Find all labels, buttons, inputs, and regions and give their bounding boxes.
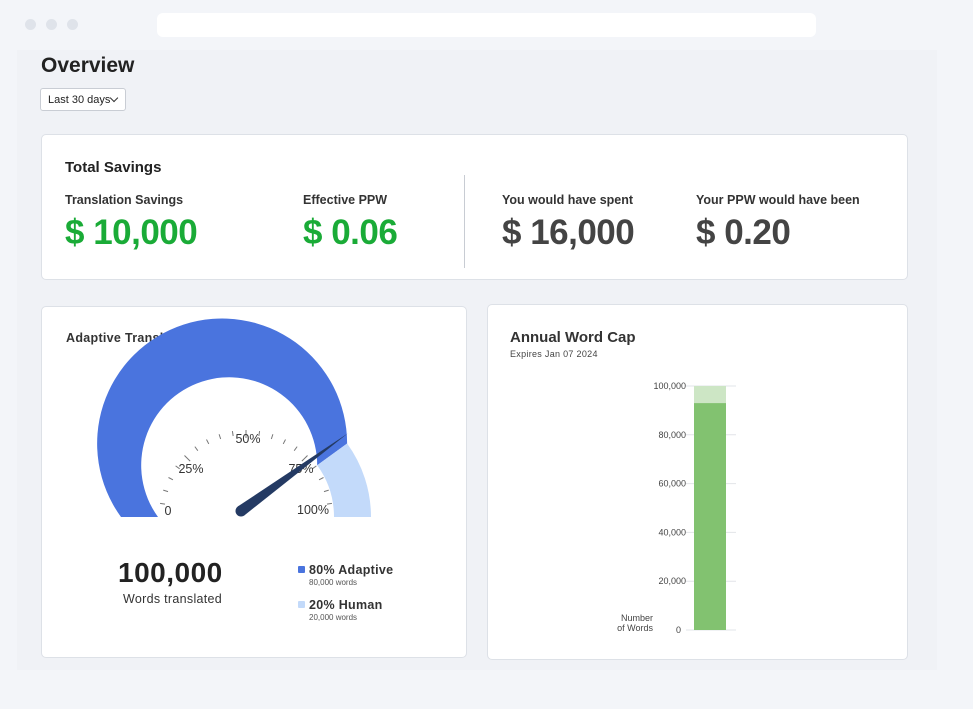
metric-label: Your PPW would have been xyxy=(696,193,860,207)
gauge-tick xyxy=(218,434,222,440)
date-range-dropdown[interactable]: Last 30 days xyxy=(40,88,126,111)
gauge-tick xyxy=(258,430,261,437)
gauge-tick xyxy=(318,477,324,481)
gauge-tick xyxy=(194,446,199,451)
gauge-human-band xyxy=(317,443,371,517)
gauge-tick xyxy=(270,434,274,440)
gauge-tick xyxy=(175,465,180,470)
gauge-chart: 025%50%75%100% xyxy=(97,318,371,518)
bar-used xyxy=(694,403,726,630)
gauge-tick xyxy=(301,455,308,462)
metric-value: $ 10,000 xyxy=(65,213,198,252)
metric-value: $ 0.06 xyxy=(303,213,398,252)
gauge-tick xyxy=(323,489,329,493)
gauge-tick xyxy=(282,439,286,445)
y-tick-label: 60,000 xyxy=(658,479,686,489)
annual-word-cap-card: Annual Word Cap Expires Jan 07 2024 0 20,… xyxy=(487,304,908,660)
total-words-value: 100,000 xyxy=(118,557,223,588)
savings-divider xyxy=(464,175,465,268)
address-bar[interactable] xyxy=(157,13,816,37)
adaptive-translation-card: Adaptive Translation Value 025%50%75%100… xyxy=(41,306,467,658)
metric-value: $ 0.20 xyxy=(696,213,791,252)
page-title: Overview xyxy=(41,54,135,77)
gauge-tick xyxy=(231,430,234,437)
y-tick-label: 0 xyxy=(676,625,681,635)
y-axis-label: of Words xyxy=(617,623,653,633)
gauge-tick xyxy=(159,502,166,505)
y-tick-label: 40,000 xyxy=(658,527,686,537)
window-chrome xyxy=(0,0,973,48)
legend-swatch xyxy=(298,601,305,608)
gauge-tick xyxy=(168,477,174,481)
metric-translation-savings: Translation Savings $ 10,000 xyxy=(65,193,198,253)
metric-label: Translation Savings xyxy=(65,193,184,207)
total-words-label: Words translated xyxy=(123,592,223,606)
gauge-tick xyxy=(326,502,333,505)
gauge-tick xyxy=(293,446,298,451)
gauge-tick-label: 50% xyxy=(235,432,260,446)
word-cap-chart: 0 20,000 40,000 60,000 80,000 100,000 Numberof… xyxy=(617,381,736,635)
chevron-down-icon xyxy=(109,93,119,103)
gauge-tick xyxy=(312,465,317,470)
window-minimize-dot[interactable] xyxy=(46,19,57,30)
gauge-tick-label: 100% xyxy=(297,503,329,517)
metric-would-have-ppw: Your PPW would have been $ 0.20 xyxy=(696,193,860,253)
word-cap-title: Annual Word Cap xyxy=(510,329,636,346)
y-tick-label: 100,000 xyxy=(653,381,686,391)
y-axis-label: Number xyxy=(621,613,653,623)
legend-sub: 80,000 words xyxy=(309,578,358,587)
window-maximize-dot[interactable] xyxy=(67,19,78,30)
bar-remaining xyxy=(694,386,726,404)
metric-value: $ 16,000 xyxy=(502,213,635,252)
y-tick-label: 80,000 xyxy=(658,430,686,440)
gauge-tick xyxy=(184,455,191,462)
legend-sub: 20,000 words xyxy=(309,613,358,622)
date-range-label: Last 30 days xyxy=(48,94,111,106)
y-tick-label: 20,000 xyxy=(658,576,686,586)
metric-effective-ppw: Effective PPW $ 0.06 xyxy=(303,193,398,253)
metric-would-have-spent: You would have spent $ 16,000 xyxy=(502,193,635,253)
legend-label: 20% Human xyxy=(309,598,383,612)
total-savings-card: Total Savings Translation Savings $ 10,0… xyxy=(41,134,908,280)
gauge-tick xyxy=(163,489,169,493)
gauge-tick-label: 25% xyxy=(178,462,203,476)
legend-label: 80% Adaptive xyxy=(309,563,394,577)
window-close-dot[interactable] xyxy=(25,19,36,30)
gauge-tick xyxy=(206,439,210,445)
gauge-needle-hub xyxy=(235,505,247,517)
gauge-tick-label: 0 xyxy=(165,504,172,518)
gauge-adaptive-band xyxy=(97,318,348,517)
total-savings-title: Total Savings xyxy=(65,159,162,176)
legend-swatch xyxy=(298,566,305,573)
gauge-needle xyxy=(237,433,348,516)
metric-label: Effective PPW xyxy=(303,193,388,207)
word-cap-expiry: Expires Jan 07 2024 xyxy=(510,349,598,359)
metric-label: You would have spent xyxy=(502,193,634,207)
